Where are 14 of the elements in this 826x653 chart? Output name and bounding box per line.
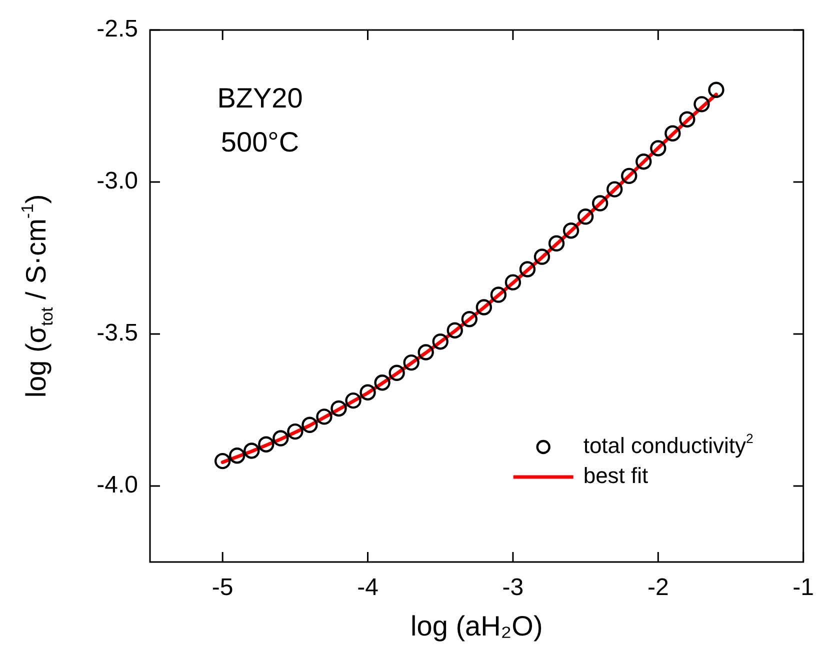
- x-tick-label: -5: [212, 574, 234, 602]
- legend-label: best fit: [583, 463, 648, 488]
- y-tick-label: -3.5: [96, 320, 138, 347]
- x-tick-label: -3: [502, 574, 524, 602]
- x-tick-label: -4: [357, 574, 378, 602]
- y-axis-title: log (σtot / S·cm-1): [18, 194, 56, 398]
- y-tick-label: -2.5: [96, 16, 138, 43]
- x-tick-label: -2: [647, 574, 669, 602]
- y-tick-label: -3.0: [96, 168, 138, 195]
- annotation: 500°C: [220, 126, 300, 158]
- x-tick-label: -1: [792, 574, 814, 602]
- annotation: BZY20: [217, 82, 303, 114]
- y-tick-label: -4.0: [96, 472, 138, 499]
- x-axis-title: log (aH₂O): [410, 610, 543, 642]
